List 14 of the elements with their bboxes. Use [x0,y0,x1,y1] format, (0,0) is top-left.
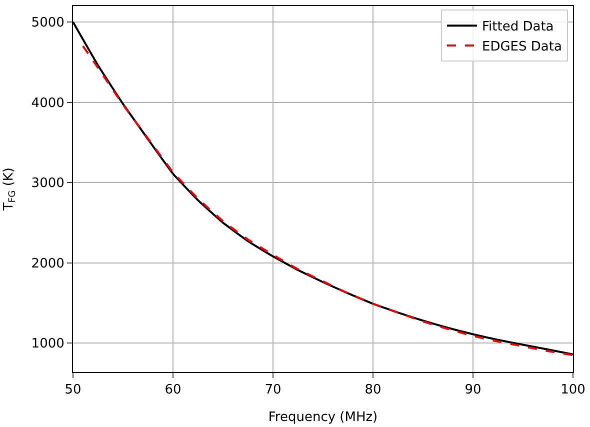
y-tick-label: 4000 [31,96,64,111]
x-axis-title: Frequency (MHz) [268,410,378,426]
y-tick-label: 2000 [31,256,64,272]
x-tick-label: 60 [164,382,182,398]
y-tick-label: 3000 [31,176,64,192]
y-tick-label: 1000 [31,336,64,352]
x-tick-label: 100 [560,382,586,398]
legend-label: Fitted Data [482,20,554,35]
x-tick-label: 50 [64,382,82,398]
x-tick-label: 80 [364,382,382,398]
x-tick-label: 90 [464,382,482,398]
x-tick-label: 70 [264,382,282,398]
legend-label: EDGES Data [482,40,562,55]
y-tick-label: 5000 [31,16,64,31]
